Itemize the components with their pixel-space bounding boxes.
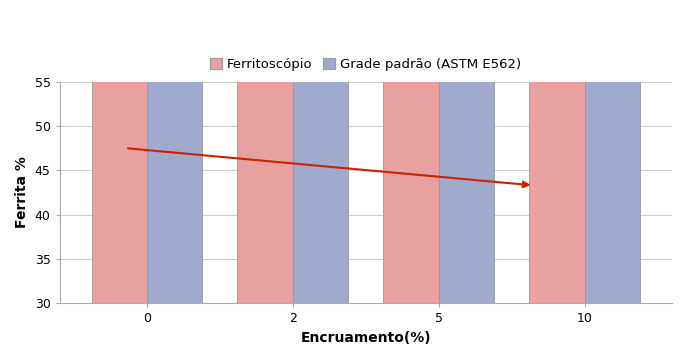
Y-axis label: Ferrita %: Ferrita %	[15, 157, 29, 229]
Bar	[293, 0, 348, 303]
Bar	[91, 0, 147, 303]
Bar	[238, 0, 293, 303]
Bar	[529, 0, 585, 303]
Bar	[383, 0, 439, 303]
Bar	[147, 0, 203, 303]
Legend: Ferritoscópio, Grade padrão (ASTM E562): Ferritoscópio, Grade padrão (ASTM E562)	[205, 53, 527, 76]
Bar	[439, 0, 494, 303]
X-axis label: Encruamento(%): Encruamento(%)	[300, 331, 431, 345]
Bar	[585, 0, 640, 303]
